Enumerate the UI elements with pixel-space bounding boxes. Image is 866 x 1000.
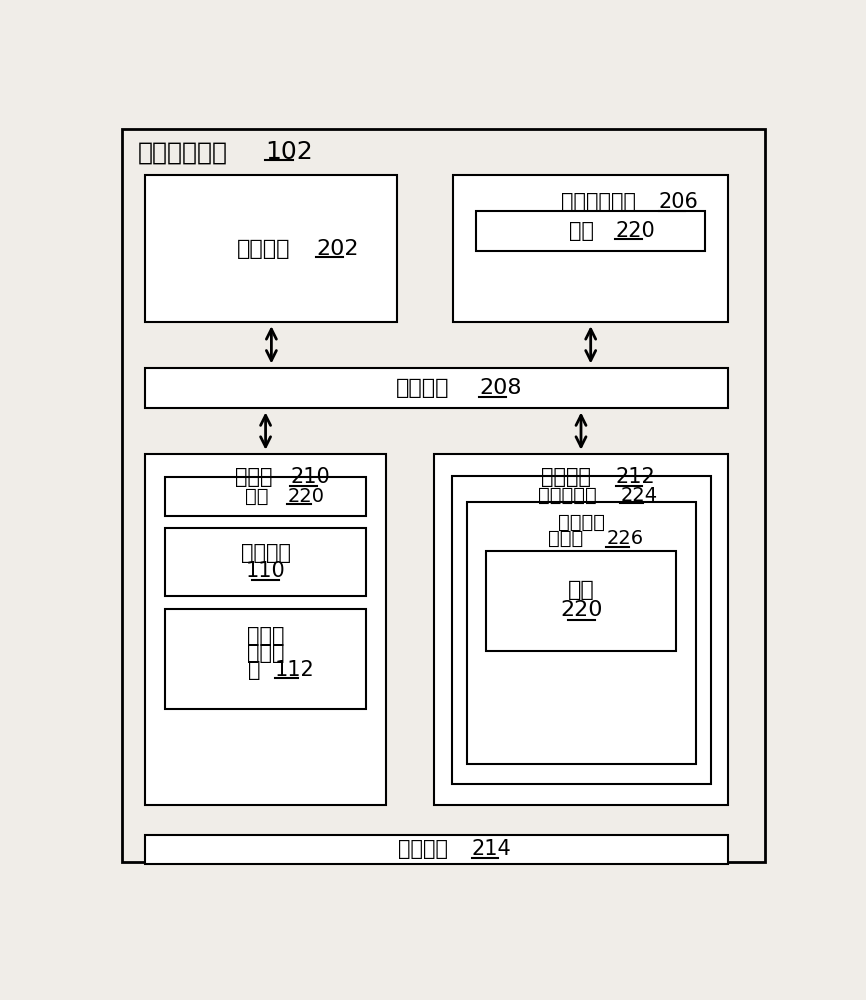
Text: 操作系统: 操作系统: [241, 543, 291, 563]
Bar: [145, 175, 397, 322]
Text: 206: 206: [659, 192, 699, 212]
Bar: [165, 528, 366, 596]
Text: 存储器: 存储器: [236, 467, 273, 487]
Text: 212: 212: [616, 467, 656, 487]
Text: 客户端计算机: 客户端计算机: [138, 140, 228, 164]
Text: 208: 208: [480, 378, 522, 398]
Text: 普遍拦: 普遍拦: [247, 626, 284, 646]
Text: 226: 226: [606, 529, 643, 548]
Text: 112: 112: [275, 660, 314, 680]
Bar: [165, 477, 366, 516]
Bar: [145, 368, 728, 408]
Text: 214: 214: [472, 839, 512, 859]
Text: 用户接口: 用户接口: [237, 239, 290, 259]
Text: 110: 110: [246, 561, 286, 581]
Text: 计算机可: 计算机可: [558, 512, 604, 531]
Text: 224: 224: [620, 486, 657, 505]
Text: 指令: 指令: [244, 487, 268, 506]
Text: 器: 器: [248, 660, 260, 680]
Text: 硬件实体: 硬件实体: [540, 467, 591, 487]
Text: 220: 220: [616, 221, 656, 241]
Text: 220: 220: [560, 600, 603, 620]
Text: 系统接口: 系统接口: [397, 839, 448, 859]
Bar: [487, 551, 676, 651]
Bar: [476, 211, 705, 251]
Text: 202: 202: [316, 239, 359, 259]
Bar: [145, 835, 728, 864]
Text: 210: 210: [290, 467, 330, 487]
Bar: [145, 454, 385, 805]
Text: 指令: 指令: [568, 580, 595, 600]
Bar: [467, 502, 695, 764]
Bar: [453, 175, 728, 322]
Bar: [451, 476, 711, 784]
Text: 220: 220: [288, 487, 324, 506]
Bar: [165, 609, 366, 709]
Text: 读介质: 读介质: [548, 529, 584, 548]
Bar: [434, 454, 728, 805]
Text: 系统总线: 系统总线: [396, 378, 449, 398]
Text: 中央处理单元: 中央处理单元: [561, 192, 636, 212]
Text: 盘驱动单元: 盘驱动单元: [538, 486, 597, 505]
Text: 指令: 指令: [569, 221, 594, 241]
Text: 截管理: 截管理: [247, 643, 284, 663]
Text: 102: 102: [265, 140, 313, 164]
